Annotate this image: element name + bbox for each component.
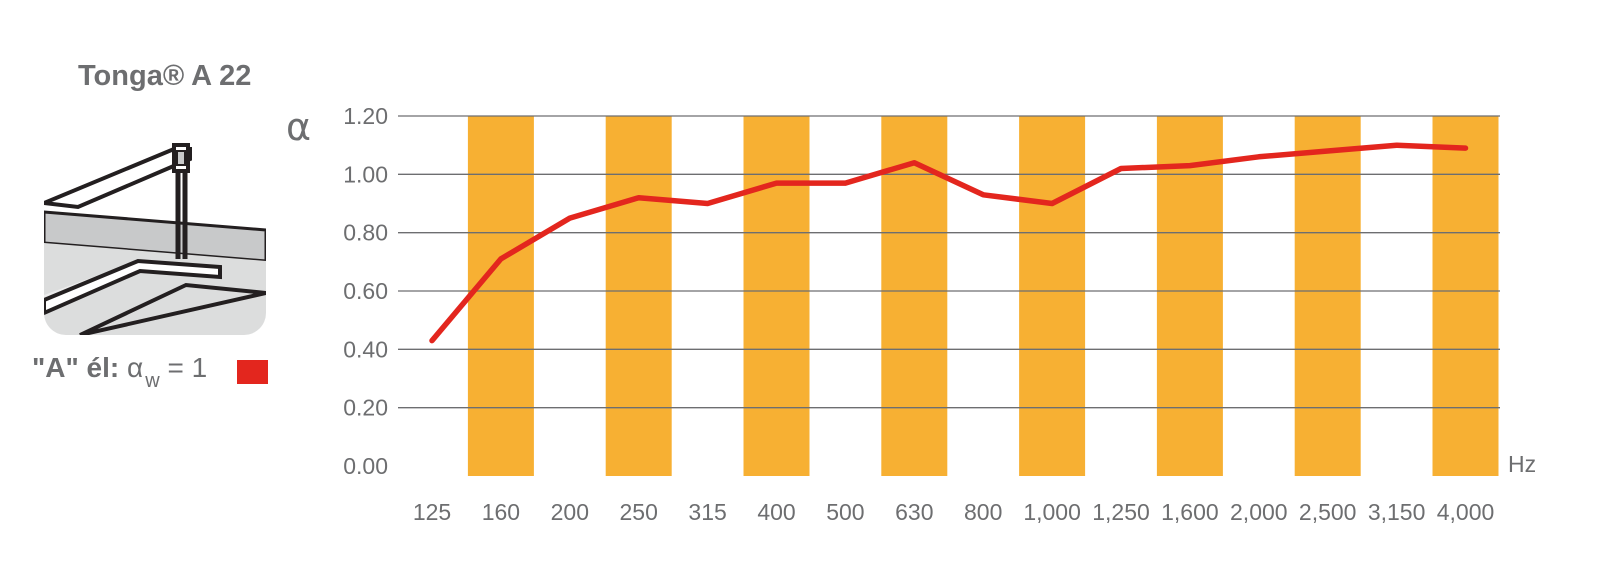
band-1,000 xyxy=(1019,116,1086,476)
x-tick-630: 630 xyxy=(895,499,933,525)
alpha-subscript: w xyxy=(145,370,160,392)
x-tick-1,600: 1,600 xyxy=(1161,499,1219,525)
band-1,600 xyxy=(1156,116,1223,476)
series-line xyxy=(429,142,1469,344)
y-tick-0.40: 0.40 xyxy=(343,336,388,362)
x-tick-2,500: 2,500 xyxy=(1299,499,1357,525)
y-tick-1.00: 1.00 xyxy=(343,161,388,187)
x-tick-250: 250 xyxy=(620,499,658,525)
x-tick-2,000: 2,000 xyxy=(1230,499,1288,525)
x-axis-unit: Hz xyxy=(1508,451,1536,477)
alpha-symbol: α xyxy=(127,352,144,383)
x-tick-800: 800 xyxy=(964,499,1002,525)
band-250 xyxy=(605,116,672,476)
x-tick-400: 400 xyxy=(757,499,795,525)
x-tick-1,250: 1,250 xyxy=(1092,499,1150,525)
y-tick-0.20: 0.20 xyxy=(343,395,388,421)
x-tick-1,000: 1,000 xyxy=(1023,499,1081,525)
y-tick-0.00: 0.00 xyxy=(343,453,388,479)
legend-swatch xyxy=(237,360,268,384)
legend-value: = 1 xyxy=(167,352,208,383)
y-tick-0.60: 0.60 xyxy=(343,278,388,304)
band-2,500 xyxy=(1294,116,1361,476)
band-400 xyxy=(743,116,810,476)
x-tick-315: 315 xyxy=(688,499,726,525)
band-630 xyxy=(881,116,948,476)
x-tick-500: 500 xyxy=(826,499,864,525)
y-tick-1.20: 1.20 xyxy=(343,103,388,129)
band-4,000 xyxy=(1432,116,1499,476)
y-tick-0.80: 0.80 xyxy=(343,220,388,246)
band-160 xyxy=(467,116,534,476)
x-tick-125: 125 xyxy=(413,499,451,525)
legend-edge-label: "A" él: xyxy=(32,352,120,383)
x-tick-200: 200 xyxy=(551,499,589,525)
ceiling-profile-illustration xyxy=(44,135,266,335)
x-tick-4,000: 4,000 xyxy=(1437,499,1495,525)
x-tick-160: 160 xyxy=(482,499,520,525)
x-tick-3,150: 3,150 xyxy=(1368,499,1426,525)
product-title: Tonga® A 22 xyxy=(78,60,252,92)
y-axis-label: α xyxy=(286,105,311,149)
